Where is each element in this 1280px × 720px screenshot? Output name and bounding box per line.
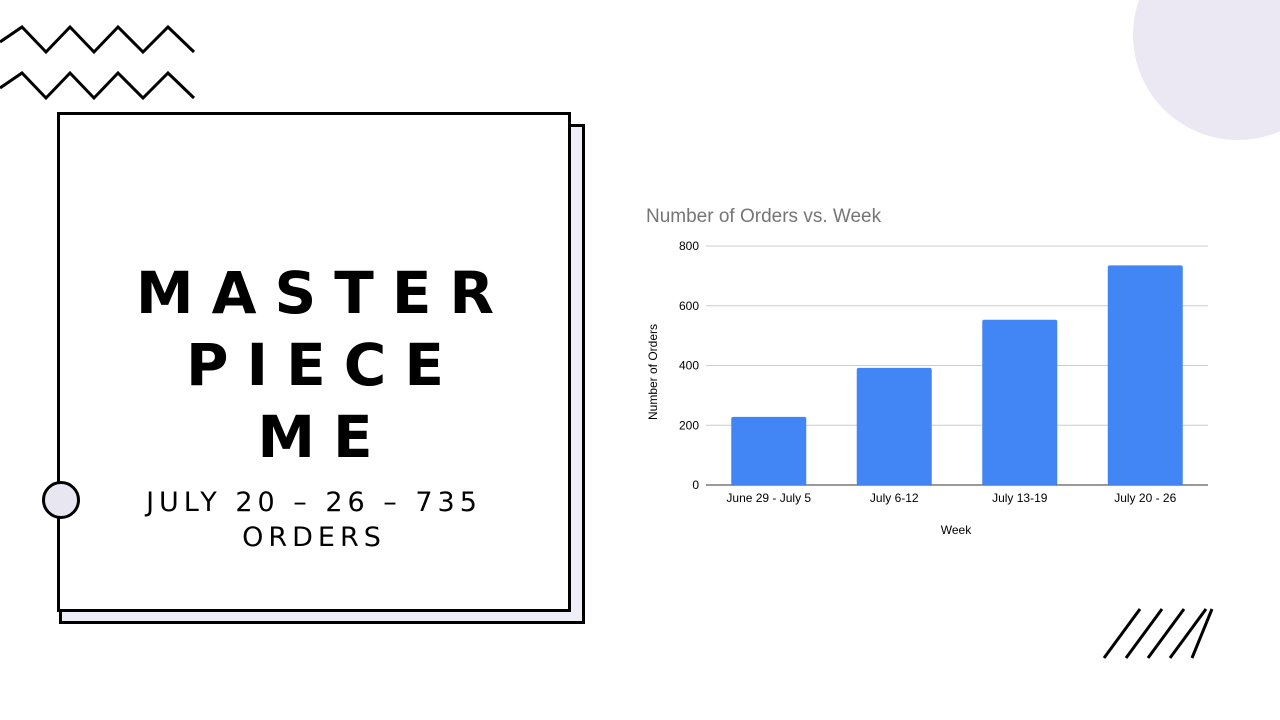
y-tick-label: 600 bbox=[679, 299, 699, 313]
chart-title: Number of Orders vs. Week bbox=[646, 206, 882, 227]
x-axis-label: Week bbox=[941, 523, 972, 537]
y-axis-label: Number of Orders bbox=[646, 324, 660, 420]
x-tick-label: June 29 - July 5 bbox=[726, 491, 811, 505]
x-tick-label: July 20 - 26 bbox=[1114, 491, 1176, 505]
y-tick-label: 0 bbox=[692, 478, 699, 492]
chart-ticks: 0 200 400 600 800 June 29 - July 5 July 6-12 Ju… bbox=[679, 239, 1177, 505]
bar-2 bbox=[982, 319, 1058, 485]
diagonal-lines-decoration-icon bbox=[1102, 608, 1214, 659]
x-tick-label: July 13-19 bbox=[992, 491, 1048, 505]
title-line-2: PIECE bbox=[186, 331, 462, 399]
x-tick-label: July 6-12 bbox=[870, 491, 919, 505]
bar-3 bbox=[1107, 265, 1183, 485]
zigzag-decoration-icon bbox=[0, 24, 196, 101]
title-line-1: MASTER bbox=[135, 259, 513, 327]
title-box: MASTER PIECE ME JULY 20 – 26 – 735 ORDER… bbox=[57, 112, 571, 612]
bar-1 bbox=[856, 367, 932, 485]
y-tick-label: 400 bbox=[679, 359, 699, 373]
chart-bars bbox=[731, 265, 1183, 485]
title-line-3: ME bbox=[257, 403, 391, 471]
slide-title: MASTER PIECE ME bbox=[60, 257, 568, 473]
bar-0 bbox=[731, 416, 807, 485]
y-tick-label: 800 bbox=[679, 239, 699, 253]
ring-decoration-icon bbox=[42, 481, 80, 519]
orders-bar-chart: Number of Orders vs. Week 0 200 400 600 800 J… bbox=[646, 206, 1208, 537]
decorative-circle bbox=[1133, 0, 1280, 140]
y-tick-label: 200 bbox=[679, 418, 699, 432]
slide-subtitle: JULY 20 – 26 – 735 ORDERS bbox=[146, 487, 482, 553]
